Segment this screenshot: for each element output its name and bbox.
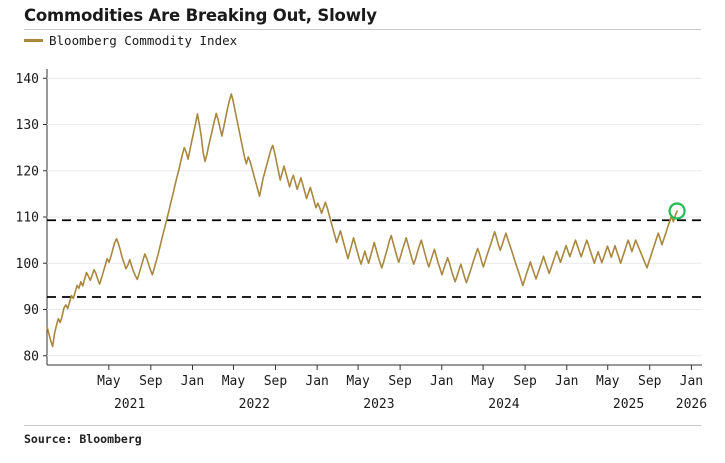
source-note: Source: Bloomberg xyxy=(24,432,142,446)
x-year-label: 2026 xyxy=(676,397,707,412)
footer-divider xyxy=(24,425,701,426)
x-tick-label: Sep xyxy=(513,374,537,389)
page-title: Commodities Are Breaking Out, Slowly xyxy=(24,6,377,25)
y-tick-label: 100 xyxy=(16,257,39,272)
x-year-label: 2024 xyxy=(488,397,519,412)
x-tick-label: May xyxy=(346,374,370,389)
x-year-label: 2022 xyxy=(239,397,270,412)
title-divider xyxy=(24,29,701,30)
legend: Bloomberg Commodity Index xyxy=(24,33,237,48)
y-tick-label: 140 xyxy=(16,72,39,87)
legend-swatch xyxy=(24,39,43,42)
y-tick-label: 130 xyxy=(16,118,39,133)
x-tick-label: Sep xyxy=(264,374,288,389)
x-tick-label: Jan xyxy=(181,374,204,389)
x-tick-label: May xyxy=(97,374,121,389)
y-tick-label: 110 xyxy=(16,211,39,226)
x-tick-label: Sep xyxy=(139,374,163,389)
series-line-bloomberg-commodity-index xyxy=(46,93,678,348)
y-tick-label: 80 xyxy=(23,349,39,364)
y-tick-label: 90 xyxy=(23,303,39,318)
x-tick-label: Sep xyxy=(638,374,662,389)
x-tick-label: Sep xyxy=(388,374,412,389)
x-year-label: 2021 xyxy=(114,397,145,412)
legend-label: Bloomberg Commodity Index xyxy=(49,33,238,48)
x-tick-label: Jan xyxy=(555,374,578,389)
x-tick-label: May xyxy=(471,374,495,389)
x-tick-label: Jan xyxy=(305,374,328,389)
x-year-label: 2023 xyxy=(363,397,394,412)
x-tick-label: May xyxy=(596,374,620,389)
latest-value-marker xyxy=(668,202,686,220)
y-tick-label: 120 xyxy=(16,164,39,179)
x-tick-label: Jan xyxy=(430,374,453,389)
x-tick-label: Jan xyxy=(680,374,703,389)
x-tick-label: May xyxy=(222,374,246,389)
x-year-label: 2025 xyxy=(613,397,644,412)
